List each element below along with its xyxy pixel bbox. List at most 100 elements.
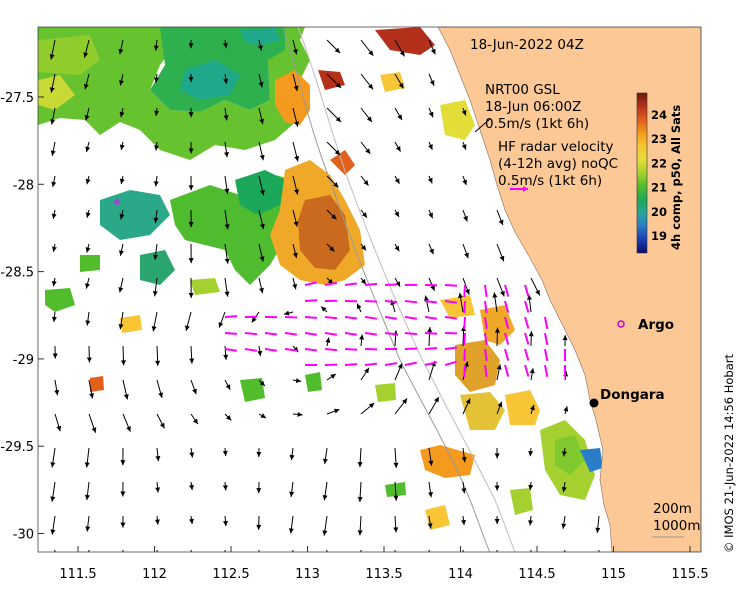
current-arrowhead <box>120 491 126 497</box>
current-arrowhead <box>430 285 435 291</box>
radar-arrow <box>444 316 458 320</box>
current-arrowhead <box>321 306 327 312</box>
current-arrow <box>462 549 464 552</box>
hf-radar-vectors <box>224 281 567 378</box>
colorbar-tick-label: 23 <box>651 132 667 146</box>
current-arrowhead <box>496 364 502 370</box>
radar-arrow <box>424 332 438 335</box>
current-arrowhead <box>427 327 433 333</box>
radar-arrow <box>524 316 530 329</box>
radar-arrow <box>463 284 466 298</box>
current-arrowhead <box>51 213 57 219</box>
current-arrowhead <box>562 451 567 457</box>
current-arrowhead <box>461 519 467 526</box>
current-arrowhead <box>54 389 60 396</box>
current-arrowhead <box>530 404 535 411</box>
radar-arrow <box>304 348 318 352</box>
current-arrowhead <box>226 415 232 421</box>
current-arrowhead <box>189 484 194 491</box>
current-arrowhead <box>86 557 91 562</box>
current-arrowhead <box>154 77 160 83</box>
current-arrowhead <box>434 396 439 403</box>
current-arrowhead <box>118 324 124 330</box>
model-current-vectors <box>49 39 601 569</box>
contour-label-1000m: 1000m <box>653 518 701 534</box>
current-arrowhead <box>322 495 328 501</box>
x-tick-label: 112.5 <box>212 567 249 582</box>
radar-arrow <box>424 316 438 320</box>
x-tick-label: 115 <box>601 567 626 582</box>
radar-arrow <box>304 332 318 336</box>
current-arrowhead <box>225 384 231 390</box>
radar-arrow <box>504 316 510 329</box>
model-time: 18-Jun 06:00Z <box>485 99 581 115</box>
current-arrowhead <box>118 287 124 293</box>
current-arrowhead <box>357 462 363 468</box>
current-arrowhead <box>428 491 433 498</box>
current-arrowhead <box>120 360 126 366</box>
current-arrowhead <box>224 224 230 230</box>
current-arrowhead <box>224 258 230 264</box>
model-scale-arrow <box>474 118 491 133</box>
current-arrowhead <box>563 406 569 412</box>
current-arrowhead <box>51 561 56 566</box>
radar-arrow <box>504 284 510 297</box>
current-arrowhead <box>283 310 290 316</box>
current-arrowhead <box>334 149 341 156</box>
current-arrowhead <box>331 214 337 220</box>
current-arrowhead <box>50 150 56 156</box>
model-label: NRT00 GSL <box>485 82 560 98</box>
current-arrowhead <box>188 112 194 118</box>
current-arrowhead <box>85 283 90 289</box>
current-arrowhead <box>120 460 126 466</box>
current-arrowhead <box>429 248 434 255</box>
current-arrowhead <box>256 488 262 494</box>
current-arrowhead <box>294 121 299 127</box>
radar-arrow <box>504 332 510 345</box>
radar-arrow <box>424 346 438 350</box>
current-arrowhead <box>192 418 198 425</box>
current-arrowhead <box>126 426 131 432</box>
current-arrowhead <box>153 45 159 51</box>
current-arrowhead <box>119 80 124 86</box>
radar-arrow <box>524 300 530 313</box>
current-arrowhead <box>256 524 262 530</box>
x-tick-label: 113.5 <box>365 567 402 582</box>
current-arrowhead <box>368 50 374 56</box>
current-arrow <box>326 549 328 552</box>
current-arrowhead <box>289 564 294 569</box>
current-arrowhead <box>259 223 265 230</box>
current-arrowhead <box>357 530 363 536</box>
colorbar-tick-label: 22 <box>651 156 667 170</box>
radar-arrow <box>404 361 417 366</box>
current-arrowhead <box>394 211 400 217</box>
radar-arrow <box>424 300 438 304</box>
current-arrowhead <box>257 45 263 51</box>
current-arrowhead <box>365 148 371 154</box>
contour-200m <box>297 27 516 552</box>
current-arrowhead <box>397 114 402 121</box>
radar-arrow <box>544 348 549 361</box>
current-arrowhead <box>322 458 328 465</box>
radar-arrow <box>463 348 466 362</box>
current-arrowhead <box>153 254 159 260</box>
current-arrowhead <box>153 181 159 187</box>
current-arrowhead <box>188 77 194 83</box>
current-arrowhead <box>458 292 464 299</box>
current-arrowhead <box>155 553 160 558</box>
current-arrowhead <box>51 246 57 252</box>
current-arrowhead <box>293 85 299 92</box>
current-arrowhead <box>394 245 400 252</box>
current-arrowhead <box>393 495 399 501</box>
radar-arrow <box>444 300 458 304</box>
current-arrowhead <box>188 222 194 228</box>
current-arrowhead <box>494 485 500 491</box>
radar-arrow <box>463 316 466 330</box>
radar-arrow <box>304 299 318 302</box>
current-arrowhead <box>288 528 294 534</box>
current-arrowhead <box>52 353 58 359</box>
current-arrowhead <box>222 485 228 491</box>
place-argo: Argo <box>638 317 674 333</box>
current-arrowhead <box>292 48 298 55</box>
